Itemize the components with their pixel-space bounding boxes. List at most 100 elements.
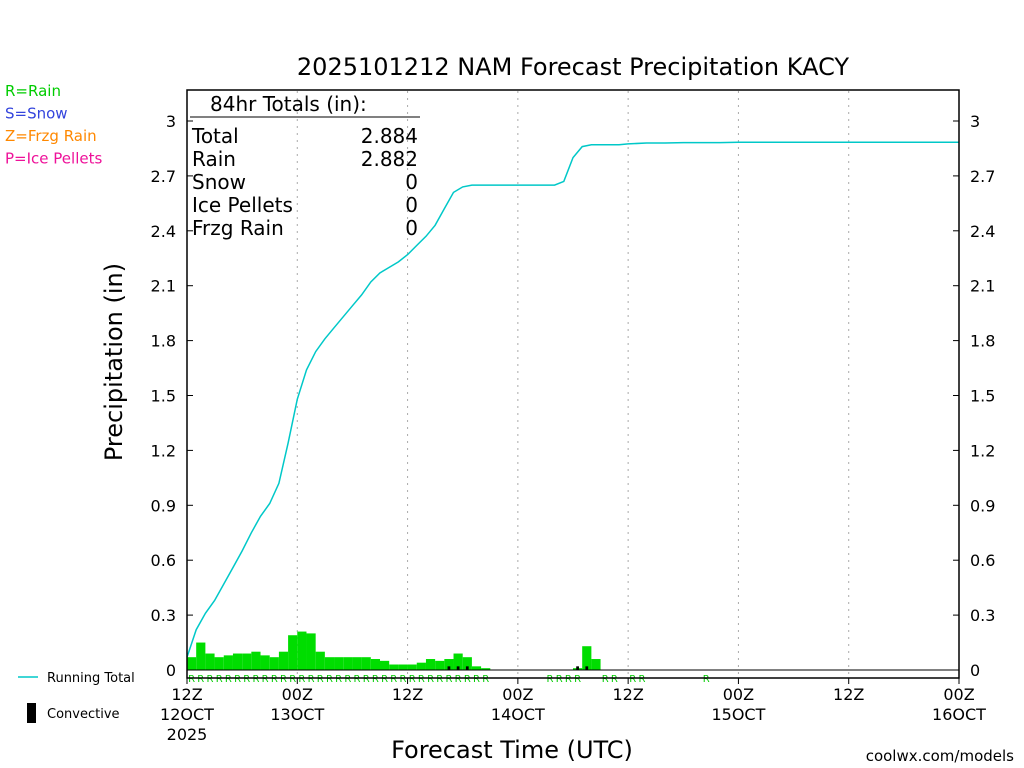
precip-bar (334, 657, 344, 670)
y-tick-label: 1.8 (151, 332, 176, 351)
x-tick-time: 00Z (943, 685, 974, 704)
precip-type-code: R (354, 674, 361, 685)
precip-bar (425, 659, 436, 670)
precip-bar (278, 651, 289, 670)
precip-type-code: R (436, 674, 443, 685)
precip-type-code: R (197, 674, 204, 685)
precip-type-code: R (455, 674, 462, 685)
precip-bar (591, 659, 601, 670)
y-tick-label-right: 0.9 (970, 496, 995, 515)
precip-bar (582, 646, 592, 670)
y-tick-label-right: 0 (970, 661, 980, 680)
x-tick-date: 14OCT (491, 705, 545, 724)
precip-bar (251, 651, 261, 670)
precip-type-code: R (482, 674, 489, 685)
precip-type-code: R (326, 674, 333, 685)
precip-type-code: R (372, 674, 379, 685)
convective-bar (576, 666, 579, 670)
precip-bar (269, 657, 279, 670)
precip-bar (196, 642, 206, 670)
precip-type-code: R (234, 674, 241, 685)
precip-type-code: R (298, 674, 305, 685)
type-legend-item: S=Snow (5, 105, 68, 123)
precip-bar (398, 664, 408, 670)
precip-bar (205, 653, 215, 670)
precip-type-code: R (556, 674, 563, 685)
precip-type-code: R (445, 674, 452, 685)
type-legend-item: P=Ice Pellets (5, 150, 102, 168)
y-tick-label: 0.9 (151, 496, 176, 515)
y-tick-label: 2.7 (151, 167, 176, 186)
precip-type-code: R (547, 674, 554, 685)
totals-row-value: 2.882 (361, 147, 418, 171)
y-tick-label-right: 2.7 (970, 167, 995, 186)
convective-swatch (27, 703, 36, 723)
precip-type-code: R (308, 674, 315, 685)
precip-type-code: R (574, 674, 581, 685)
precip-type-code: R (206, 674, 213, 685)
type-legend-item: R=Rain (5, 82, 61, 100)
totals-row-value: 0 (405, 216, 418, 240)
totals-heading: 84hr Totals (in): (210, 92, 367, 116)
running-total-legend: Running Total (18, 671, 135, 686)
y-tick-label-right: 2.1 (970, 277, 995, 296)
totals-box: 84hr Totals (in): Total 2.884 Rain 2.882 Sno… (190, 92, 420, 240)
precip-type-code: R (188, 674, 195, 685)
precip-type-code: R (473, 674, 480, 685)
convective-bar (447, 666, 451, 670)
precip-type-code: R (252, 674, 259, 685)
credit-link[interactable]: coolwx.com/models (866, 747, 1014, 765)
totals-row-label: Snow (192, 170, 246, 194)
y-tick-label-right: 1.2 (970, 441, 995, 460)
totals-row-value: 0 (405, 170, 418, 194)
precip-bar (389, 664, 399, 670)
y-tick-label: 0.6 (151, 551, 176, 570)
x-tick-time: 12Z (392, 685, 423, 704)
x-tick-time: 00Z (282, 685, 313, 704)
y-tick-label-right: 3 (970, 112, 980, 131)
precip-bar (471, 666, 482, 670)
x-tick-time: 12Z (171, 685, 202, 704)
precip-type-code: R (225, 674, 232, 685)
y-tick-label: 1.2 (151, 441, 176, 460)
precip-bar (453, 653, 463, 670)
y-axis-right: 0 0.3 0.6 0.9 1.2 1.5 1.8 2.1 2.4 2.7 3 (953, 112, 995, 680)
precip-bar (343, 657, 353, 670)
y-tick-label-right: 1.5 (970, 387, 995, 406)
convective-legend: Convective (27, 703, 120, 723)
precip-bar (288, 635, 298, 670)
precip-type-code: R (289, 674, 296, 685)
convective-bar (585, 666, 589, 670)
convective-bar (456, 666, 460, 670)
precip-bar (214, 657, 224, 670)
y-tick-label: 2.1 (151, 277, 176, 296)
precip-bar (407, 664, 417, 670)
precip-bar (380, 660, 390, 670)
precip-type-code: R (344, 674, 351, 685)
x-axis-label: Forecast Time (UTC) (391, 736, 633, 764)
convective-bar (465, 666, 469, 670)
y-axis-left: 0 0.3 0.6 0.9 1.2 1.5 1.8 2.1 2.4 2.7 3 (151, 112, 193, 680)
precip-bar (481, 668, 491, 670)
precip-bar (361, 657, 371, 670)
precip-bar (352, 657, 362, 670)
precip-type-code: R (335, 674, 342, 685)
vertical-gridlines (296, 91, 850, 677)
precip-type-code: R (381, 674, 388, 685)
precip-type-code: R (565, 674, 572, 685)
precip-type-code: R (602, 674, 609, 685)
precip-type-code: R (629, 674, 636, 685)
y-tick-label: 0 (166, 661, 176, 680)
precip-type-code: R (611, 674, 618, 685)
totals-row-label: Rain (192, 147, 236, 171)
y-tick-label: 3 (166, 112, 176, 131)
totals-row-label: Ice Pellets (192, 193, 293, 217)
x-tick-time: 00Z (723, 685, 754, 704)
plot-frame (186, 89, 960, 679)
totals-row-value: 0 (405, 193, 418, 217)
totals-row-label: Total (191, 124, 239, 148)
precip-bar (315, 651, 325, 670)
precip-bar (260, 655, 270, 670)
